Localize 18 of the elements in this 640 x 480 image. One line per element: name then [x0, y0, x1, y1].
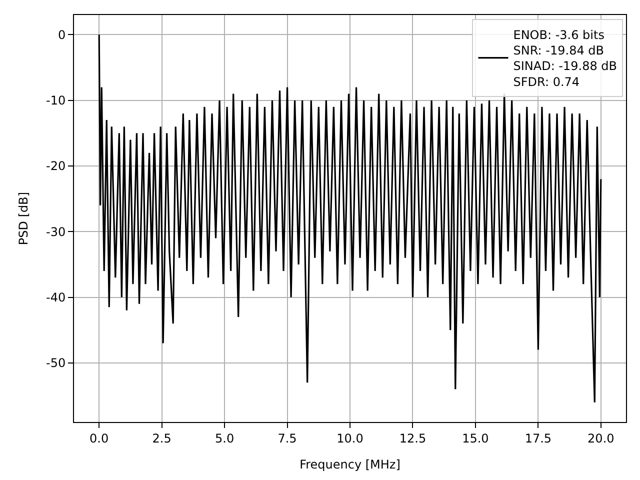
x-tick-label: 20.0 — [588, 431, 614, 446]
y-tick-label: -10 — [46, 94, 66, 108]
x-tick-label: 17.5 — [524, 431, 552, 446]
x-tick-label: 12.5 — [399, 431, 426, 446]
x-tick-label: 0.0 — [90, 431, 109, 446]
y-tick-label: 0 — [58, 28, 66, 42]
x-tick-label: 15.0 — [462, 431, 489, 446]
x-tick-label: 7.5 — [278, 431, 297, 446]
y-tick-label: -40 — [46, 290, 66, 304]
x-tick-label: 10.0 — [336, 431, 364, 446]
legend-label: ENOB: -3.6 bits SNR: -19.84 dB SINAD: -19.88 dB SFDR: 0.74 — [513, 28, 618, 89]
x-tick-label: 5.0 — [215, 431, 234, 446]
x-axis-title: Frequency [MHz] — [300, 457, 400, 472]
x-tick-label: 2.5 — [152, 431, 172, 446]
y-tick-label: -50 — [46, 356, 66, 370]
y-tick-label: -20 — [46, 159, 66, 174]
y-axis-title: PSD [dB] — [16, 192, 30, 246]
y-tick-label: -30 — [46, 224, 66, 239]
